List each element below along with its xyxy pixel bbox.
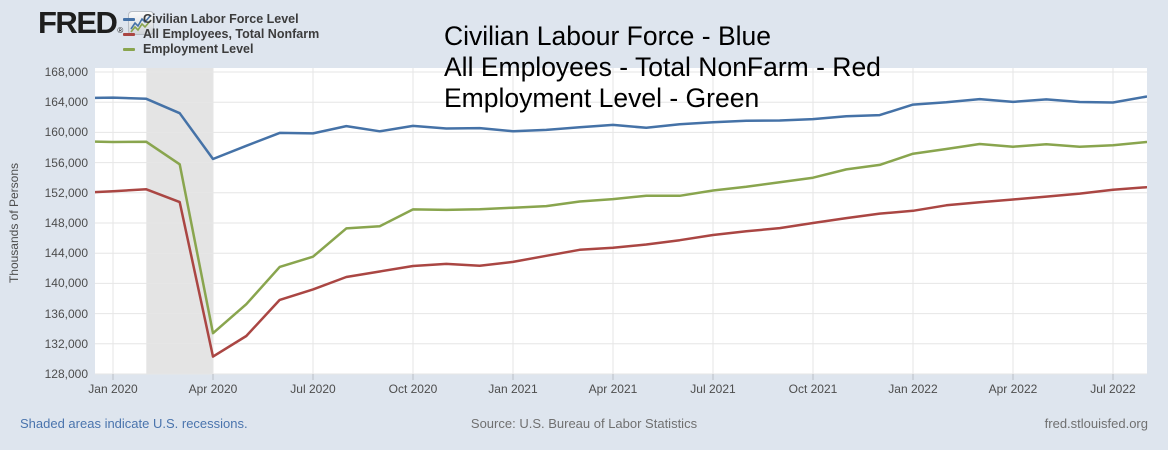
y-tick-label: 156,000 [44,155,88,170]
series-line[interactable]: Civilian Labor Force Level [80,95,1147,161]
series-line[interactable]: All Employees, Total Nonfarm [80,185,1147,358]
series-line[interactable]: Employment Level [80,140,1147,335]
x-tick-label: Apr 2020 [188,382,238,396]
y-tick-label: 144,000 [44,246,88,261]
fred-logo-text: FRED [38,5,118,40]
y-tick-label: 152,000 [44,185,88,200]
y-tick-label: 160,000 [44,125,88,140]
plot-background [95,68,1147,374]
annotation-line: All Employees - Total NonFarm - Red [444,52,881,82]
legend-label: All Employees, Total Nonfarm [143,27,320,41]
x-tick-label: Jul 2021 [690,382,736,396]
legend-item[interactable]: All Employees, Total Nonfarm [123,27,319,41]
x-tick-label: Oct 2020 [388,382,438,396]
recession-shading-note-link[interactable]: Shaded areas indicate U.S. recessions. [20,416,248,431]
y-tick-label: 140,000 [44,276,88,291]
x-tick-label: Apr 2021 [588,382,638,396]
legend-label: Employment Level [143,42,254,56]
legend-line-swatch [123,17,135,21]
legend-item[interactable]: Civilian Labor Force Level [123,12,319,26]
x-tick-label: Apr 2022 [988,382,1038,396]
fred-sparkline-icon [128,11,155,35]
y-tick-label: 132,000 [44,336,88,351]
fred-url-link[interactable]: fred.stlouisfed.org [1044,416,1148,431]
annotation-line: Employment Level - Green [444,83,760,113]
chart-annotation-title: Civilian Labour Force - Blue All Employee… [444,21,881,114]
y-tick-label: 164,000 [44,95,88,110]
legend-label: Civilian Labor Force Level [143,12,299,26]
y-tick-label: 148,000 [44,216,88,230]
legend-item[interactable]: Employment Level [123,42,319,56]
x-tick-label: Jul 2020 [290,382,336,396]
y-tick-label: 168,000 [44,65,88,79]
recession-shading-band [146,68,213,374]
annotation-line: Civilian Labour Force - Blue [444,21,771,51]
x-tick-label: Jan 2022 [888,382,938,396]
x-tick-label: Jul 2022 [1090,382,1136,396]
source-text: Source: U.S. Bureau of Labor Statistics [470,416,698,431]
registered-trademark-symbol: ® [117,26,124,35]
legend-line-swatch [123,32,135,36]
x-tick-label: Oct 2021 [788,382,838,396]
legend-line-swatch [123,47,135,51]
y-tick-label: 128,000 [44,367,88,381]
x-tick-label: Jan 2021 [488,382,538,396]
chart-legend: Civilian Labor Force Level All Employees,… [123,12,319,56]
x-tick-label: Jan 2020 [88,382,138,396]
fred-logo[interactable]: FRED ® [38,5,155,40]
y-tick-label: 136,000 [44,306,88,321]
